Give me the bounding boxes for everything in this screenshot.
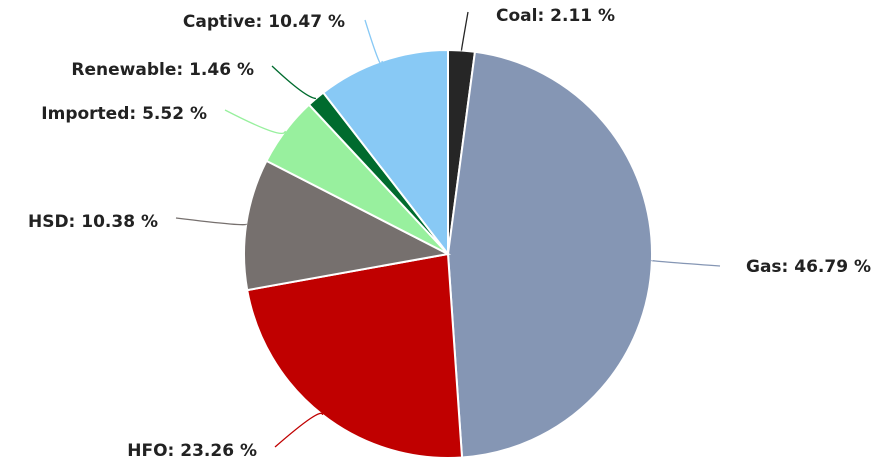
slice-label-coal: Coal: 2.11 % xyxy=(496,6,615,26)
slice-label-renewable: Renewable: 1.46 % xyxy=(71,60,254,80)
pie-slice-captive xyxy=(321,48,449,257)
leader-line-hfo xyxy=(274,412,324,448)
labels-layer: Coal: 2.11 % Gas: 46.79 % HFO: 23.26 % HSD:… xyxy=(28,6,871,461)
slice-label-imported: Imported: 5.52 % xyxy=(41,104,207,124)
leader-line-renewable xyxy=(271,65,317,100)
slice-label-hfo: HFO: 23.26 % xyxy=(127,441,257,461)
slice-label-gas: Gas: 46.79 % xyxy=(746,257,871,277)
leader-line-hsd xyxy=(175,217,247,226)
leader-line-gas xyxy=(651,259,721,267)
leader-line-coal xyxy=(460,11,469,52)
leader-line-imported xyxy=(224,109,286,135)
slices-layer xyxy=(243,48,654,459)
slice-label-captive: Captive: 10.47 % xyxy=(183,12,345,32)
pie-slice-gas xyxy=(446,50,654,459)
leader-line-captive xyxy=(364,19,383,66)
slice-label-hsd: HSD: 10.38 % xyxy=(28,212,158,232)
pie-slice-hfo xyxy=(246,252,464,459)
